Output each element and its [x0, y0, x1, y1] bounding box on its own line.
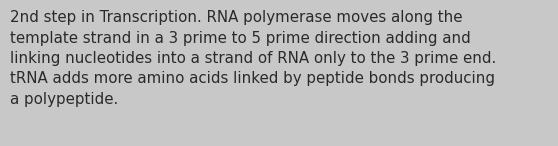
Text: 2nd step in Transcription. RNA polymerase moves along the
template strand in a 3: 2nd step in Transcription. RNA polymeras… [10, 10, 496, 107]
